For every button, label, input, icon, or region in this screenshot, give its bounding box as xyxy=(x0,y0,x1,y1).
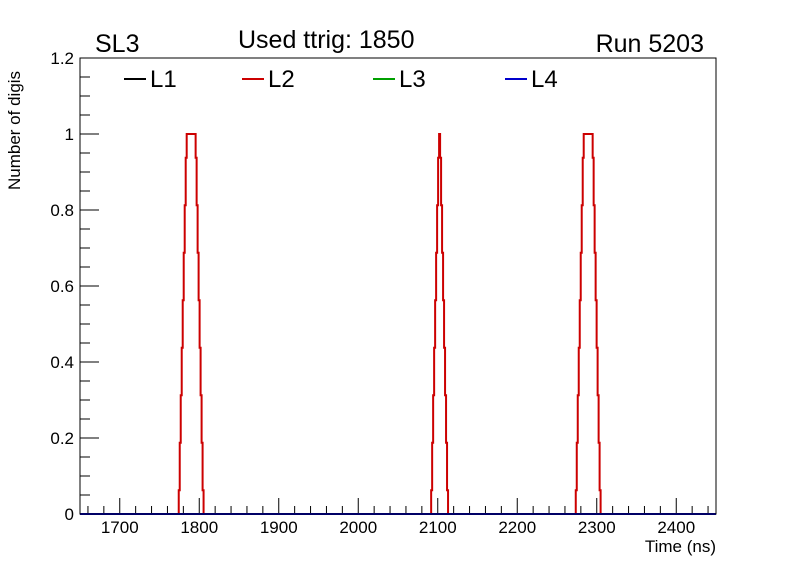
x-tick-label: 2400 xyxy=(657,518,695,537)
y-tick-label: 1 xyxy=(65,125,74,144)
y-tick-label: 0.2 xyxy=(50,429,74,448)
x-tick-label: 2000 xyxy=(339,518,377,537)
legend-label-l4: L4 xyxy=(531,66,558,93)
y-tick-labels: 0 0.2 0.4 0.6 0.8 1 1.2 xyxy=(50,49,74,524)
series-lines xyxy=(80,133,716,515)
x-tick-label: 2300 xyxy=(578,518,616,537)
chart-title: Used ttrig: 1850 xyxy=(238,26,415,54)
x-tick-label: 2200 xyxy=(498,518,536,537)
legend-label-l2: L2 xyxy=(268,66,295,93)
top-left-label: SL3 xyxy=(95,30,139,58)
legend-label-l3: L3 xyxy=(399,66,426,93)
axis-ticks xyxy=(80,57,709,515)
plot-frame xyxy=(79,57,717,515)
x-tick-labels: 1700 1800 1900 2000 2100 2200 2300 2400 xyxy=(101,518,695,537)
y-tick-label: 0.8 xyxy=(50,201,74,220)
x-axis-label: Time (ns) xyxy=(645,537,716,556)
x-tick-label: 1800 xyxy=(180,518,218,537)
y-tick-label: 0 xyxy=(65,505,74,524)
x-tick-label: 1900 xyxy=(260,518,298,537)
y-tick-label: 0.6 xyxy=(50,277,74,296)
legend-label-l1: L1 xyxy=(150,66,177,93)
y-tick-label: 0.4 xyxy=(50,353,74,372)
series-l2-line xyxy=(80,133,716,515)
x-tick-label: 1700 xyxy=(101,518,139,537)
y-tick-label: 1.2 xyxy=(50,49,74,68)
y-axis-label: Number of digis xyxy=(5,71,24,190)
top-right-label: Run 5203 xyxy=(596,30,704,58)
legend: L1 L2 L3 L4 xyxy=(124,66,558,93)
x-tick-label: 2100 xyxy=(419,518,457,537)
